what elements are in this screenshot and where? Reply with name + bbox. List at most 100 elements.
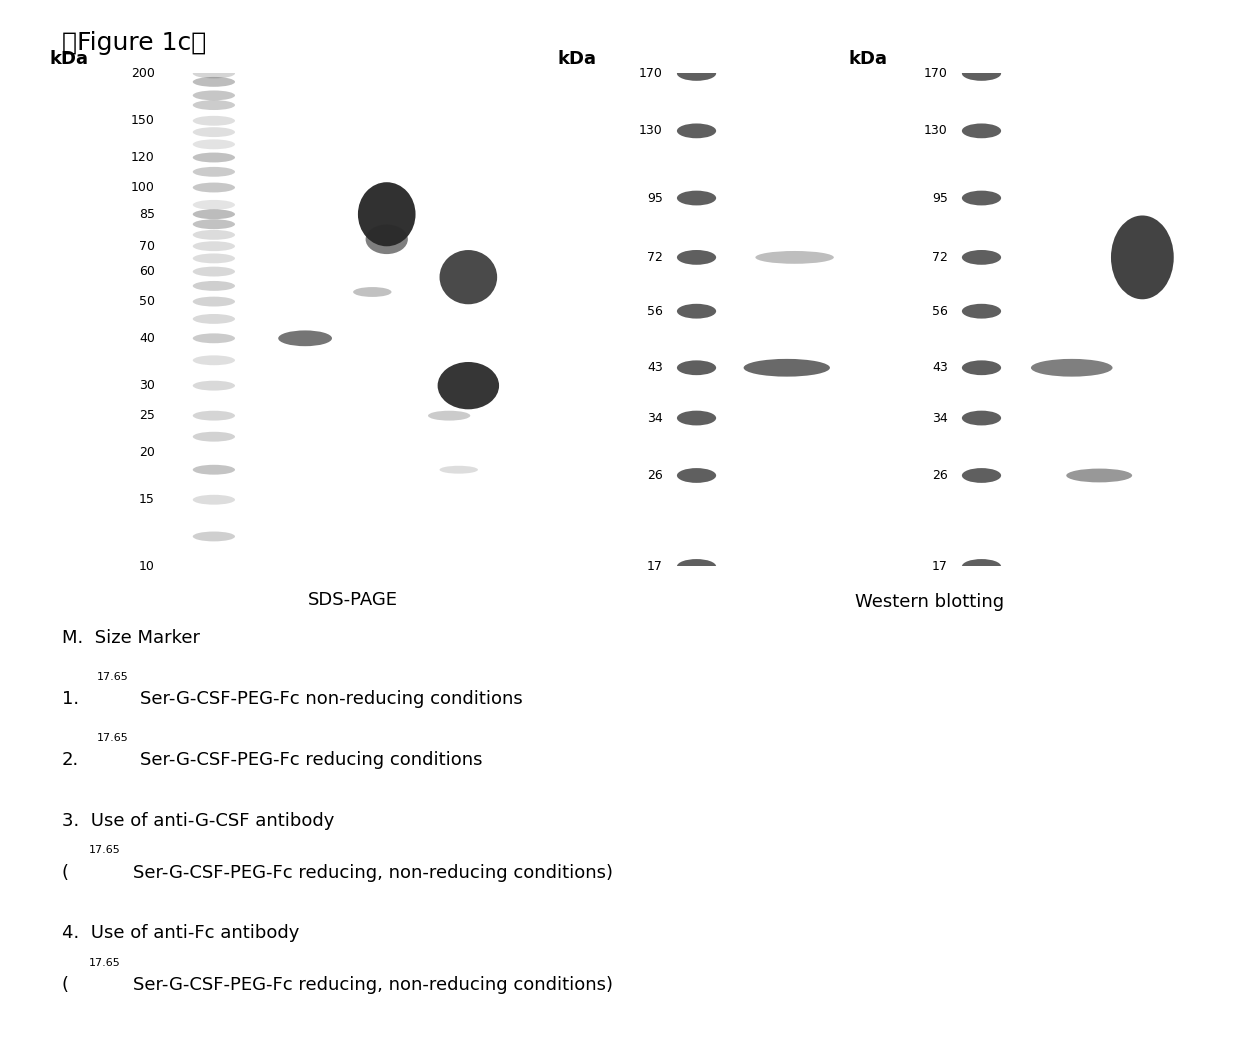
- Ellipse shape: [193, 100, 235, 110]
- Ellipse shape: [1067, 469, 1132, 483]
- Ellipse shape: [961, 66, 1001, 81]
- Ellipse shape: [279, 330, 332, 346]
- Ellipse shape: [193, 90, 235, 101]
- Text: kDa: kDa: [558, 50, 596, 68]
- Ellipse shape: [743, 359, 830, 377]
- Text: 10: 10: [139, 560, 155, 573]
- Text: 30: 30: [139, 379, 155, 392]
- Text: SDS-PAGE: SDS-PAGE: [309, 592, 398, 609]
- Text: 4.  Use of anti-Fc antibody: 4. Use of anti-Fc antibody: [62, 924, 300, 942]
- Text: 130: 130: [924, 125, 948, 137]
- Ellipse shape: [756, 251, 834, 263]
- Ellipse shape: [676, 250, 716, 264]
- Text: 130: 130: [639, 125, 663, 137]
- Text: (: (: [62, 863, 74, 881]
- Text: 2.: 2.: [62, 751, 79, 769]
- Text: M.  Size Marker: M. Size Marker: [62, 629, 199, 647]
- Ellipse shape: [1111, 215, 1173, 299]
- Ellipse shape: [1031, 359, 1113, 377]
- Text: 25: 25: [139, 409, 155, 422]
- Ellipse shape: [440, 250, 497, 304]
- Text: Ser-G-CSF-PEG-Fc reducing conditions: Ser-G-CSF-PEG-Fc reducing conditions: [140, 751, 482, 769]
- Ellipse shape: [676, 191, 716, 206]
- Text: 43: 43: [932, 361, 948, 374]
- Ellipse shape: [676, 124, 716, 138]
- Text: 40: 40: [139, 331, 155, 345]
- Ellipse shape: [961, 559, 1001, 574]
- Ellipse shape: [193, 241, 235, 251]
- Text: 34: 34: [647, 411, 663, 425]
- Text: 95: 95: [647, 192, 663, 205]
- Text: 200: 200: [131, 67, 155, 80]
- Text: 170: 170: [924, 67, 948, 80]
- Text: 85: 85: [139, 208, 155, 220]
- Text: 100: 100: [131, 181, 155, 194]
- Text: 120: 120: [131, 151, 155, 164]
- Ellipse shape: [676, 410, 716, 426]
- Ellipse shape: [193, 230, 235, 240]
- Ellipse shape: [440, 466, 478, 474]
- Ellipse shape: [961, 361, 1001, 376]
- Text: Ser-G-CSF-PEG-Fc non-reducing conditions: Ser-G-CSF-PEG-Fc non-reducing conditions: [140, 690, 523, 708]
- Text: 60: 60: [139, 265, 155, 278]
- Text: 34: 34: [932, 411, 948, 425]
- Ellipse shape: [193, 115, 235, 126]
- Text: (: (: [62, 977, 74, 994]
- Text: 17: 17: [647, 560, 663, 573]
- Ellipse shape: [193, 77, 235, 87]
- Ellipse shape: [193, 219, 235, 229]
- Ellipse shape: [193, 183, 235, 192]
- Text: 70: 70: [139, 240, 155, 253]
- Text: Ser-G-CSF-PEG-Fc reducing, non-reducing conditions): Ser-G-CSF-PEG-Fc reducing, non-reducing …: [133, 863, 612, 881]
- Ellipse shape: [193, 266, 235, 277]
- Ellipse shape: [193, 140, 235, 149]
- Text: 43: 43: [647, 361, 663, 374]
- Ellipse shape: [961, 250, 1001, 264]
- Ellipse shape: [193, 432, 235, 442]
- Ellipse shape: [193, 334, 235, 343]
- Ellipse shape: [193, 532, 235, 541]
- Text: 3.  Use of anti-G-CSF antibody: 3. Use of anti-G-CSF antibody: [62, 812, 335, 830]
- Text: 56: 56: [647, 304, 663, 318]
- Text: 56: 56: [932, 304, 948, 318]
- Ellipse shape: [353, 287, 392, 297]
- Ellipse shape: [193, 200, 235, 210]
- Text: 20: 20: [139, 446, 155, 458]
- Ellipse shape: [358, 183, 415, 247]
- Ellipse shape: [437, 362, 499, 409]
- Text: kDa: kDa: [849, 50, 887, 68]
- Ellipse shape: [193, 152, 235, 163]
- Text: 15: 15: [139, 493, 155, 507]
- Ellipse shape: [193, 210, 235, 219]
- Ellipse shape: [193, 68, 235, 79]
- Ellipse shape: [193, 381, 235, 390]
- Text: kDa: kDa: [50, 50, 88, 68]
- Text: 170: 170: [639, 67, 663, 80]
- Text: 【Figure 1c】: 【Figure 1c】: [62, 31, 206, 56]
- Ellipse shape: [676, 66, 716, 81]
- Text: 17.65: 17.65: [89, 958, 121, 968]
- Ellipse shape: [676, 468, 716, 483]
- Ellipse shape: [961, 468, 1001, 483]
- Text: Western blotting: Western blotting: [855, 593, 1004, 611]
- Ellipse shape: [193, 297, 235, 306]
- Text: 17.65: 17.65: [97, 732, 129, 743]
- Text: 26: 26: [932, 469, 948, 481]
- Ellipse shape: [676, 304, 716, 319]
- Text: 17: 17: [932, 560, 948, 573]
- Ellipse shape: [961, 124, 1001, 138]
- Text: 50: 50: [139, 295, 155, 308]
- Text: 1.: 1.: [62, 690, 79, 708]
- Ellipse shape: [961, 304, 1001, 319]
- Ellipse shape: [676, 559, 716, 574]
- Ellipse shape: [366, 224, 408, 254]
- Text: 72: 72: [647, 251, 663, 264]
- Text: Ser-G-CSF-PEG-Fc reducing, non-reducing conditions): Ser-G-CSF-PEG-Fc reducing, non-reducing …: [133, 977, 612, 994]
- Ellipse shape: [193, 411, 235, 421]
- Ellipse shape: [193, 314, 235, 324]
- Text: 17.65: 17.65: [97, 671, 129, 682]
- Ellipse shape: [427, 411, 471, 421]
- Text: 72: 72: [932, 251, 948, 264]
- Ellipse shape: [193, 281, 235, 291]
- Ellipse shape: [961, 191, 1001, 206]
